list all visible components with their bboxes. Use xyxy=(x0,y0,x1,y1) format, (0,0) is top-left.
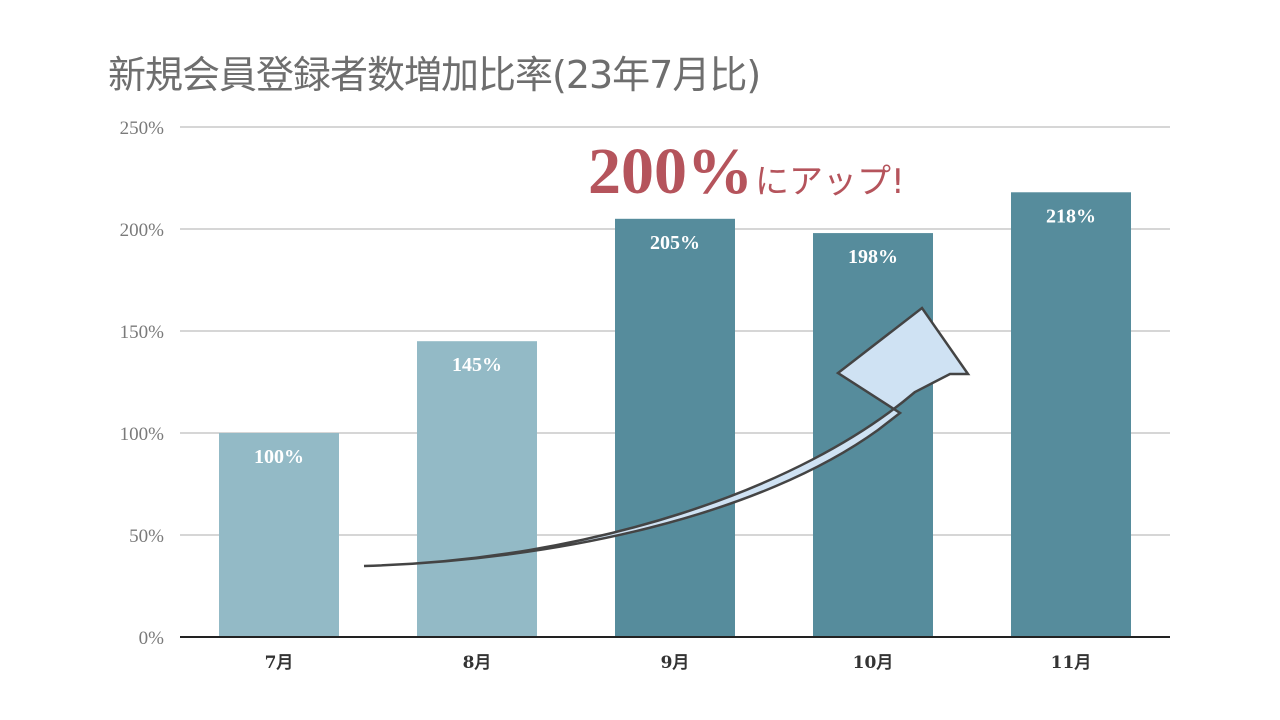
y-tick-label: 200% xyxy=(120,220,165,241)
x-tick-label: 11月 xyxy=(1051,653,1092,673)
data-label: 100% xyxy=(254,446,304,468)
data-labels: 100% 145% 205% 198% 218% xyxy=(254,205,1096,468)
x-tick-label: 10月 xyxy=(853,653,894,673)
callout-text: 200%にアップ! xyxy=(588,134,905,210)
data-label: 218% xyxy=(1046,205,1096,227)
callout-percent: 200% xyxy=(588,135,753,208)
data-label: 198% xyxy=(848,246,898,268)
bar xyxy=(1011,192,1131,637)
chart-title: 新規会員登録者数増加比率(23年7月比) xyxy=(108,53,761,97)
x-axis-labels: 7月 8月 9月 10月 11月 xyxy=(265,653,1092,673)
x-tick-label: 8月 xyxy=(463,653,492,673)
y-tick-label: 100% xyxy=(120,424,165,445)
bar xyxy=(417,341,537,637)
bar xyxy=(615,218,735,638)
y-tick-label: 150% xyxy=(120,322,165,343)
data-label: 205% xyxy=(650,232,700,254)
bar xyxy=(219,433,339,637)
y-tick-label: 0% xyxy=(139,628,165,649)
y-tick-label: 50% xyxy=(129,526,164,547)
x-tick-label: 9月 xyxy=(661,653,690,673)
x-tick-label: 7月 xyxy=(265,653,294,673)
growth-arrow-icon xyxy=(363,306,971,568)
y-tick-label: 250% xyxy=(120,118,165,139)
data-label: 145% xyxy=(452,354,502,376)
y-axis-ticks: 0% 50% 100% 150% 200% 250% xyxy=(120,118,165,649)
callout-suffix: にアップ! xyxy=(755,162,905,202)
bars xyxy=(219,192,1131,638)
